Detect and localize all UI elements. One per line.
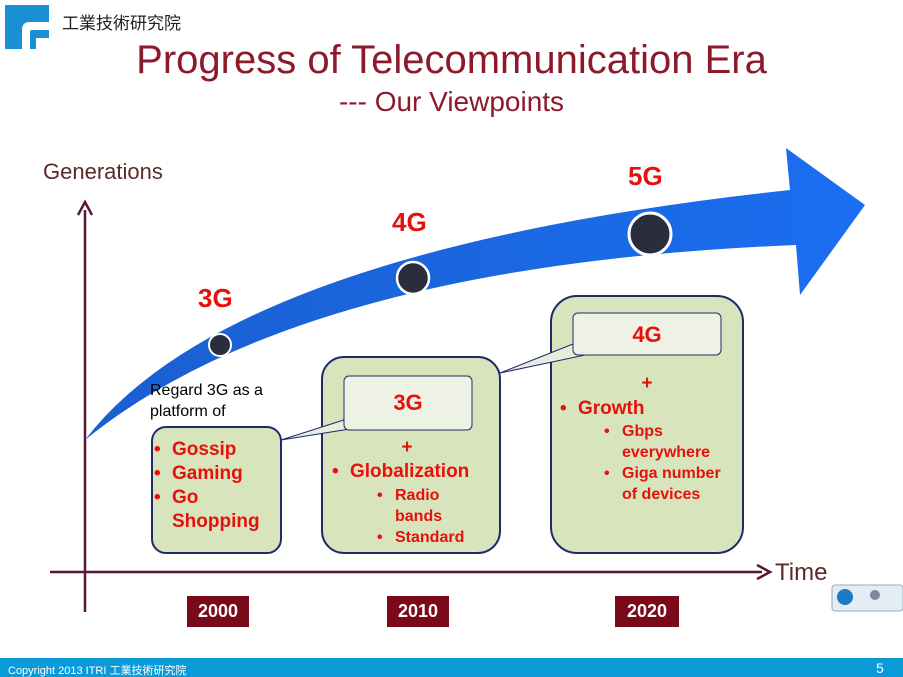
bullet-list: Globalization <box>330 461 469 483</box>
callout <box>343 375 473 431</box>
logo-mark <box>22 22 49 49</box>
generation-dot <box>395 260 431 296</box>
generation-dot <box>627 211 673 257</box>
subtitle: --- Our Viewpoints <box>338 86 565 117</box>
y-axis-label: Generations <box>43 159 163 184</box>
callout <box>572 312 722 356</box>
bullet: Gaming <box>152 462 270 486</box>
sub-list: Gbps everywhere Giga number of devices <box>602 421 736 505</box>
sub-bullet: Standard <box>375 527 473 548</box>
title: Progress of Telecommunication Era <box>136 38 767 82</box>
year-box <box>615 596 679 627</box>
bullet: Go Shopping <box>152 486 270 534</box>
plus: + <box>401 437 413 458</box>
generation-label: 5G <box>628 161 663 191</box>
year-box <box>387 596 449 627</box>
bullet: Growth <box>558 398 645 420</box>
bullet-list: Gossip Gaming Go Shopping <box>152 438 270 534</box>
year: 2020 <box>626 601 668 621</box>
sub-bullet: Radio bands <box>375 485 473 527</box>
sub-bullet: Giga number of devices <box>602 463 736 505</box>
bullet: Globalization <box>330 461 469 483</box>
note: Regard 3G as a platform of <box>150 382 263 420</box>
toolbar-icon[interactable] <box>870 590 880 600</box>
toolbar-icon[interactable] <box>837 589 853 605</box>
generation-dot <box>208 333 232 357</box>
y-axis-arrow <box>76 199 94 216</box>
generation-label: 4G <box>392 207 427 237</box>
footer-bar <box>0 658 903 677</box>
year: 2000 <box>197 601 239 621</box>
bullet-list: Growth <box>558 398 645 420</box>
copyright: Copyright 2013 ITRI 工業技術研究院 <box>8 665 187 677</box>
generation-label: 3G <box>198 283 233 313</box>
org-name: 工業技術研究院 <box>62 14 181 33</box>
callout-text: 3G <box>393 390 423 415</box>
page-number: 5 <box>876 660 884 676</box>
bullet: Gossip <box>152 438 270 462</box>
plus: + <box>641 373 653 394</box>
sub-list: Radio bands Standard <box>375 485 473 548</box>
x-axis-arrow <box>756 563 773 581</box>
year: 2010 <box>397 601 439 621</box>
year-box <box>187 596 249 627</box>
x-axis-label: Time <box>775 559 828 586</box>
sub-bullet: Gbps everywhere <box>602 421 736 463</box>
callout-text: 4G <box>632 322 662 347</box>
progress-arrow <box>85 148 865 440</box>
